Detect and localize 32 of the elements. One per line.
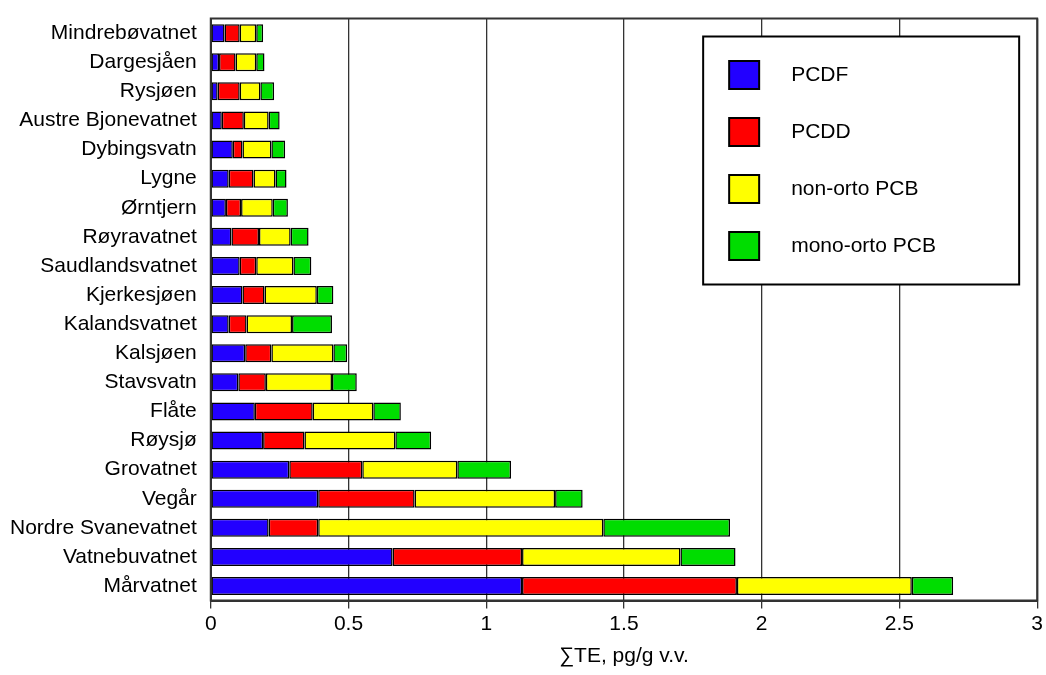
x-tick-label: 2.5	[884, 611, 915, 634]
y-tick-label: Ørntjern	[120, 194, 197, 218]
x-tick-label: 1.5	[609, 611, 639, 634]
legend-label: non-orto PCB	[791, 175, 919, 199]
y-tick-label: Dybingsvatn	[81, 136, 197, 160]
y-tick-label: Røyravatnet	[82, 223, 197, 247]
legend-label: PCDD	[791, 118, 851, 142]
y-tick-label: Kjerkesjøen	[85, 281, 197, 305]
x-tick-label: 0.5	[333, 611, 364, 634]
x-axis-title: ∑TE, pg/g v.v.	[559, 643, 689, 668]
legend-label: mono-orto PCB	[791, 232, 936, 256]
y-tick-label: Austre Bjonevatnet	[19, 107, 197, 131]
y-tick-label: Dargesjåen	[89, 49, 197, 73]
y-tick-label: Grovatnet	[104, 456, 197, 480]
y-tick-label: Kalsjøen	[115, 340, 197, 364]
y-tick-label: Lygne	[140, 165, 197, 189]
x-tick-label: 1	[480, 611, 493, 634]
y-tick-label: Kalandsvatnet	[63, 310, 197, 334]
y-tick-label: Røysjø	[130, 427, 197, 451]
y-tick-label: Vegår	[141, 485, 197, 509]
y-tick-label: Vatnebuvatnet	[62, 543, 197, 567]
y-tick-label: Saudlandsvatnet	[40, 252, 197, 276]
y-tick-label: Mårvatnet	[103, 572, 197, 596]
legend-label: PCDF	[791, 61, 849, 85]
y-tick-label: Nordre Svanevatnet	[9, 514, 197, 538]
y-tick-label: Flåte	[150, 398, 197, 422]
y-tick-label: Rysjøen	[119, 78, 197, 102]
y-tick-label: Stavsvatn	[104, 369, 197, 393]
x-tick-label: 2	[755, 611, 768, 634]
x-tick-label: 0	[204, 611, 217, 634]
y-tick-label: Mindrebøvatnet	[50, 19, 197, 43]
x-tick-label: 3	[1031, 611, 1043, 634]
